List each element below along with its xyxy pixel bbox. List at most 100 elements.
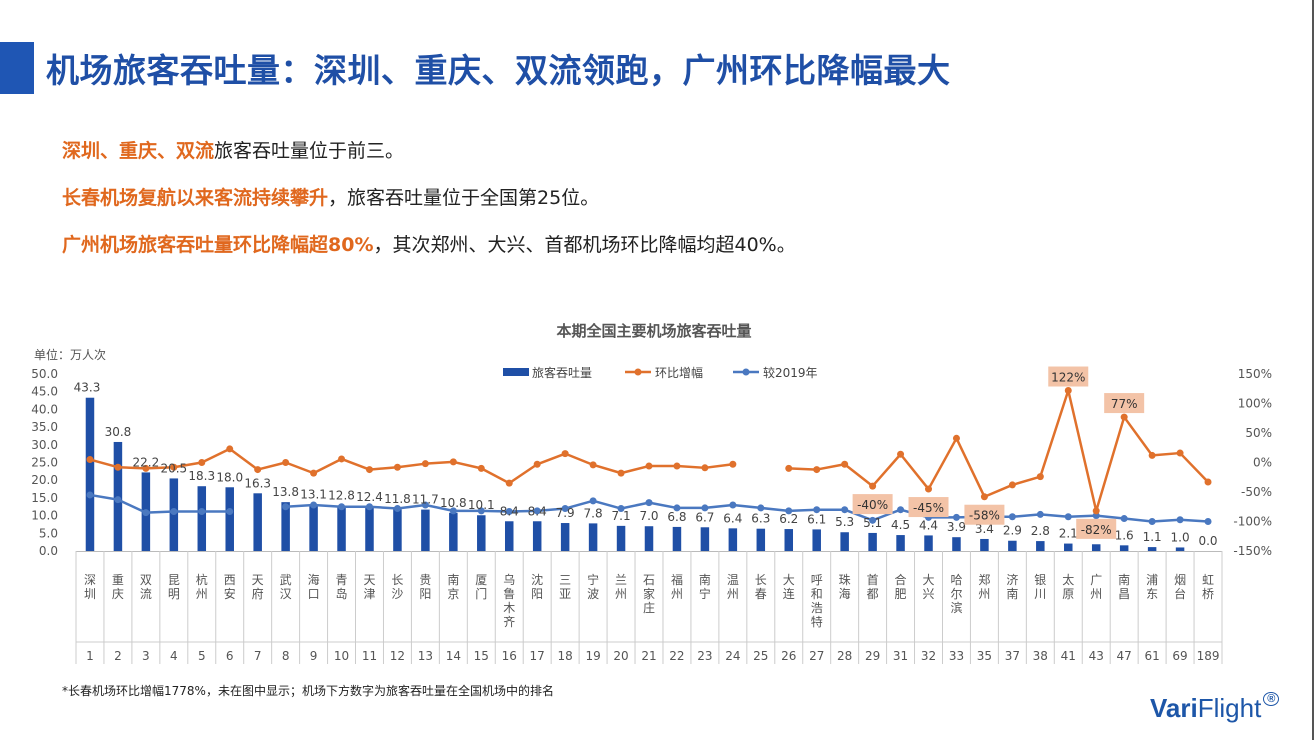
rank-label: 27 xyxy=(809,649,824,663)
bar-value-label: 6.8 xyxy=(667,510,686,524)
mom-point xyxy=(980,493,988,501)
bar-value-label: 22.2 xyxy=(133,455,160,469)
bullet-2-text: ，旅客吞吐量位于全国第25位。 xyxy=(328,187,600,209)
category-label-char: 南 xyxy=(699,572,711,587)
category-label-char: 西 xyxy=(224,573,236,587)
mom-point xyxy=(897,450,905,458)
bar xyxy=(1175,547,1185,551)
y2-tick-label: -50% xyxy=(1241,485,1272,499)
mom-point xyxy=(421,460,429,468)
bar-value-label: 8.4 xyxy=(528,504,547,518)
legend-mom-marker xyxy=(634,368,642,376)
category-label-char: 肥 xyxy=(895,587,907,601)
category-label-char: 口 xyxy=(308,587,320,601)
y-tick-label: 15.0 xyxy=(31,491,58,505)
y2-tick-label: 150% xyxy=(1238,367,1272,381)
vs2019-point xyxy=(449,507,457,515)
bullet-3: 广州机场旅客吞吐量环比降幅超80%，其次郑州、大兴、首都机场环比降幅均超40%。 xyxy=(62,222,796,269)
rank-label: 24 xyxy=(725,649,740,663)
bullet-1: 深圳、重庆、双流旅客吞吐量位于前三。 xyxy=(62,128,796,175)
category-label-char: 鲁 xyxy=(503,587,515,601)
legend-bar-swatch xyxy=(503,368,529,376)
bar-value-label: 6.7 xyxy=(695,510,714,524)
bar-value-label: 5.1 xyxy=(863,516,882,530)
category-label-char: 昆 xyxy=(168,573,180,587)
category-label-char: 原 xyxy=(1062,587,1074,601)
y-tick-label: 30.0 xyxy=(31,438,58,452)
bar xyxy=(1119,545,1129,551)
category-label-char: 三 xyxy=(559,573,571,587)
bar xyxy=(1064,543,1073,551)
category-label-char: 明 xyxy=(168,587,180,601)
bullet-2: 长春机场复航以来客流持续攀升，旅客吞吐量位于全国第25位。 xyxy=(62,175,796,222)
logo-vari: Vari xyxy=(1150,693,1198,723)
rank-label: 11 xyxy=(362,649,377,663)
category-label-char: 州 xyxy=(196,587,208,601)
y2-tick-label: 100% xyxy=(1238,397,1272,411)
category-label-char: 长 xyxy=(391,573,403,587)
category-label-char: 珠 xyxy=(839,573,851,587)
bar xyxy=(784,529,794,551)
mom-callout-label: 122% xyxy=(1051,371,1085,385)
bar xyxy=(477,515,486,551)
rank-label: 19 xyxy=(585,649,600,663)
category-label-char: 川 xyxy=(1034,587,1046,601)
y-tick-label: 0.0 xyxy=(39,544,58,558)
y-tick-label: 5.0 xyxy=(39,526,58,540)
bar xyxy=(952,537,961,551)
rank-label: 31 xyxy=(893,649,908,663)
category-label-char: 厦 xyxy=(475,573,487,587)
category-label-char: 南 xyxy=(1006,586,1018,601)
mom-callout-box xyxy=(1076,518,1117,539)
rank-label: 29 xyxy=(865,649,880,663)
bar-value-label: 7.1 xyxy=(612,509,631,523)
bar xyxy=(924,535,933,551)
category-label-char: 大 xyxy=(923,573,935,587)
title-accent-bar xyxy=(0,42,34,94)
bar xyxy=(253,493,262,551)
vs2019-point xyxy=(561,505,569,513)
category-label-char: 汉 xyxy=(280,587,292,601)
logo-registered-mark: ® xyxy=(1263,692,1280,706)
bar-value-label: 2.9 xyxy=(1003,524,1022,538)
category-label-char: 青 xyxy=(336,573,348,587)
bar xyxy=(896,535,905,551)
category-label-char: 武 xyxy=(280,573,292,587)
rank-label: 6 xyxy=(226,649,234,663)
vs2019-point xyxy=(897,506,905,514)
category-label-char: 安 xyxy=(224,586,236,601)
legend-label: 环比增幅 xyxy=(655,365,703,380)
bar xyxy=(1147,547,1157,551)
rank-label: 4 xyxy=(170,649,178,663)
category-label-char: 州 xyxy=(615,587,627,601)
bar-value-label: 4.4 xyxy=(919,518,938,532)
chart-title: 本期全国主要机场旅客吞吐量 xyxy=(556,322,751,340)
category-label-char: 浦 xyxy=(1146,573,1158,587)
vs2019-point xyxy=(310,501,318,509)
bar-value-label: 10.8 xyxy=(440,496,467,510)
bar xyxy=(504,521,514,551)
mom-point xyxy=(1092,507,1100,515)
bar xyxy=(421,509,430,551)
bar-value-label: 43.3 xyxy=(74,381,101,395)
category-label-char: 重 xyxy=(112,573,124,587)
bullet-3-highlight: 广州机场旅客吞吐量环比降幅超80% xyxy=(62,234,374,256)
category-label-char: 沙 xyxy=(391,587,403,601)
mom-point xyxy=(813,466,821,474)
category-label-char: 广 xyxy=(1090,573,1102,587)
category-label-char: 亚 xyxy=(559,587,571,601)
category-label-char: 都 xyxy=(867,587,879,601)
mom-point xyxy=(226,445,234,453)
legend-vs2019-marker xyxy=(742,368,750,376)
category-label-char: 流 xyxy=(140,587,152,601)
category-label-char: 海 xyxy=(308,572,320,587)
mom-line xyxy=(788,389,1209,513)
vs2019-line xyxy=(89,493,230,514)
bar xyxy=(588,523,598,551)
bar-value-label: 13.8 xyxy=(272,485,299,499)
vs2019-point xyxy=(1036,510,1044,518)
bar-value-label: 7.9 xyxy=(556,506,575,520)
rank-label: 20 xyxy=(613,649,628,663)
vs2019-point xyxy=(393,505,401,513)
bar-value-label: 6.2 xyxy=(779,512,798,526)
